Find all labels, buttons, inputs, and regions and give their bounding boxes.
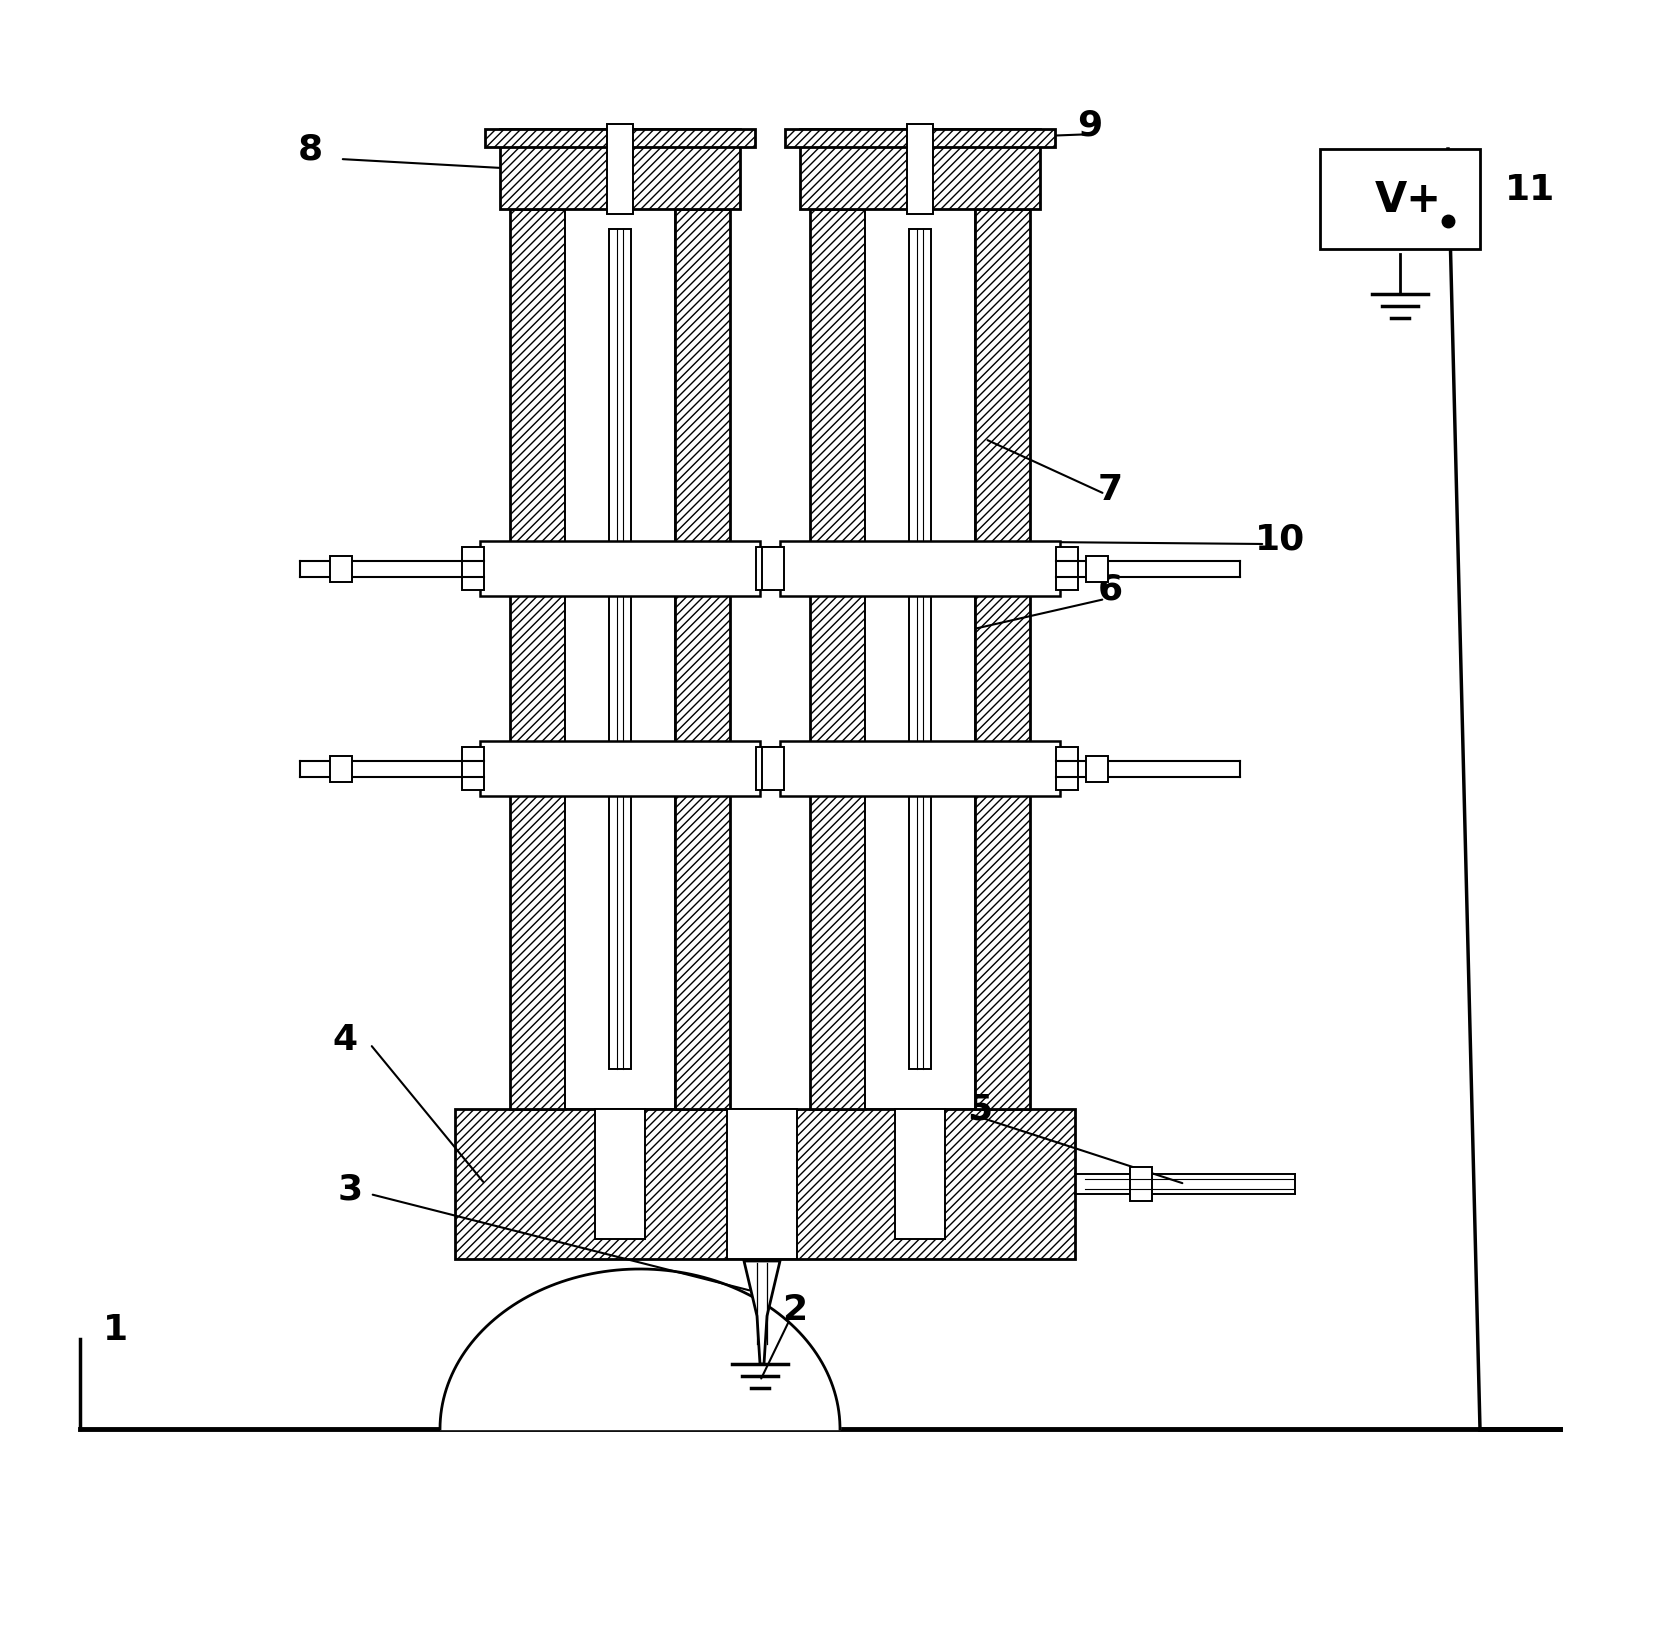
Bar xyxy=(485,129,755,148)
Bar xyxy=(755,547,779,590)
Bar xyxy=(910,229,931,1069)
Bar xyxy=(865,210,974,1110)
Bar xyxy=(1056,747,1077,790)
Bar xyxy=(762,747,784,790)
Bar xyxy=(608,125,632,215)
Bar xyxy=(800,129,1041,210)
Bar xyxy=(609,229,631,1069)
Bar xyxy=(461,747,485,790)
Bar xyxy=(455,1110,1076,1259)
Text: 7: 7 xyxy=(1097,472,1122,506)
Polygon shape xyxy=(744,1262,780,1364)
Bar xyxy=(1130,1167,1152,1201)
Bar xyxy=(500,129,740,210)
Bar xyxy=(330,757,352,782)
Bar xyxy=(974,210,1029,1110)
Text: 8: 8 xyxy=(297,133,322,167)
Text: 1: 1 xyxy=(103,1313,128,1346)
Bar xyxy=(330,557,352,582)
Text: 2: 2 xyxy=(782,1292,807,1326)
Bar xyxy=(461,547,485,590)
Text: V+: V+ xyxy=(1374,179,1441,221)
Text: 6: 6 xyxy=(1097,572,1122,606)
Bar xyxy=(810,210,865,1110)
Bar xyxy=(1056,547,1077,590)
Bar xyxy=(480,741,760,797)
Bar xyxy=(480,541,760,597)
Bar xyxy=(780,741,1061,797)
Bar xyxy=(564,210,676,1110)
Bar xyxy=(895,1110,945,1239)
Bar xyxy=(676,210,730,1110)
Text: 4: 4 xyxy=(332,1023,357,1057)
Bar xyxy=(785,129,1056,148)
Bar xyxy=(906,125,933,215)
Bar xyxy=(780,541,1061,597)
Bar xyxy=(1086,757,1107,782)
Text: 3: 3 xyxy=(337,1172,362,1206)
Bar xyxy=(510,210,564,1110)
Bar xyxy=(1320,149,1481,249)
Text: 10: 10 xyxy=(1255,523,1305,557)
Text: 11: 11 xyxy=(1506,172,1555,207)
Bar xyxy=(762,547,784,590)
Bar xyxy=(755,747,779,790)
Text: 5: 5 xyxy=(968,1092,993,1126)
Bar xyxy=(1086,557,1107,582)
Text: 9: 9 xyxy=(1077,108,1102,143)
Bar xyxy=(594,1110,646,1239)
Bar xyxy=(727,1110,797,1259)
